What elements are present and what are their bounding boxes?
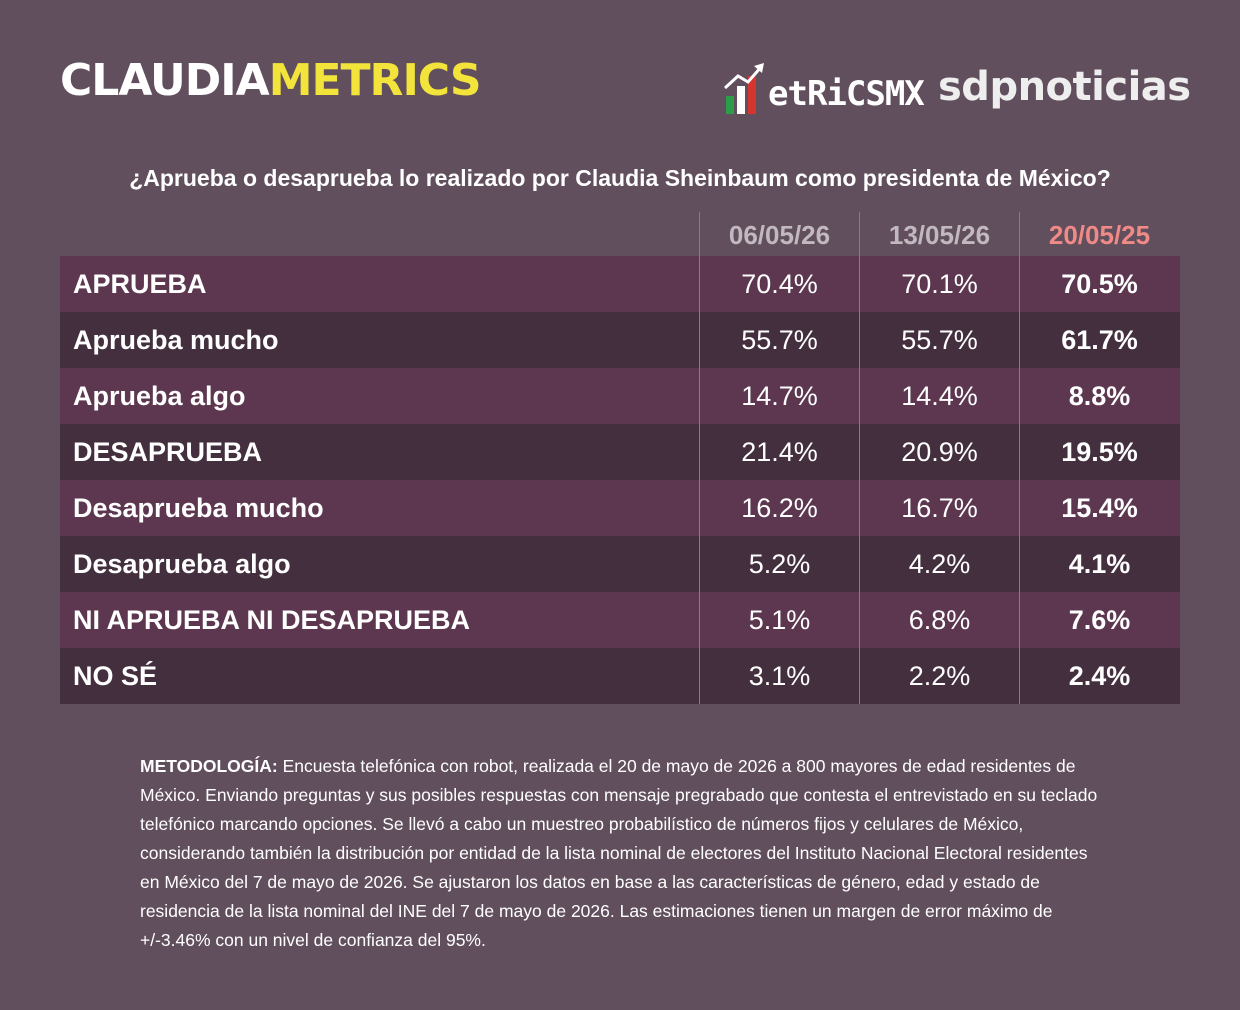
value-cell: 16.2%	[699, 480, 859, 536]
row-label: Aprueba algo	[73, 381, 246, 411]
results-table: 06/05/26 13/05/26 20/05/25 APRUEBA 70.4%…	[60, 212, 1180, 704]
value-cell: 2.4%	[1019, 648, 1179, 704]
value-cell: 14.4%	[859, 368, 1019, 424]
row-label: Aprueba mucho	[73, 325, 279, 355]
value-cell: 4.1%	[1019, 536, 1179, 592]
value-cell: 70.4%	[699, 256, 859, 312]
value-cell: 15.4%	[1019, 480, 1179, 536]
value-cell: 2.2%	[859, 648, 1019, 704]
value-cell: 5.2%	[699, 536, 859, 592]
table-row: NI APRUEBA NI DESAPRUEBA 5.1% 6.8% 7.6%	[60, 592, 1180, 648]
bar-chart-arrow-icon	[724, 63, 764, 114]
value-cell: 4.2%	[859, 536, 1019, 592]
row-label: APRUEBA	[73, 269, 207, 299]
table-header: 06/05/26 13/05/26 20/05/25	[60, 212, 1180, 256]
value-cell: 70.1%	[859, 256, 1019, 312]
column-header-date-2: 13/05/26	[859, 212, 1019, 256]
value-cell: 61.7%	[1019, 312, 1179, 368]
sdpnoticias-logo: sdpnoticias	[938, 64, 1191, 110]
value-cell: 16.7%	[859, 480, 1019, 536]
value-cell: 5.1%	[699, 592, 859, 648]
value-cell: 8.8%	[1019, 368, 1179, 424]
value-cell: 3.1%	[699, 648, 859, 704]
header: CLAUDIAMETRICS etRiCSMX sdpnoticias	[0, 0, 1240, 130]
value-cell: 55.7%	[699, 312, 859, 368]
row-label: Desaprueba algo	[73, 549, 291, 579]
table-row: Desaprueba mucho 16.2% 16.7% 15.4%	[60, 480, 1180, 536]
value-cell: 70.5%	[1019, 256, 1179, 312]
metricsmx-logo: etRiCSMX	[724, 58, 925, 114]
value-cell: 7.6%	[1019, 592, 1179, 648]
column-header-date-1: 06/05/26	[699, 212, 859, 256]
column-header-date-3: 20/05/25	[1019, 212, 1179, 256]
row-label: Desaprueba mucho	[73, 493, 324, 523]
brand-part2: METRICS	[268, 55, 482, 106]
chart-title: ¿Aprueba o desaprueba lo realizado por C…	[129, 165, 1111, 191]
table-row: Aprueba mucho 55.7% 55.7% 61.7%	[60, 312, 1180, 368]
partner1-name: etRiCSMX	[768, 74, 925, 114]
value-cell: 20.9%	[859, 424, 1019, 480]
claudiametrics-logo: CLAUDIAMETRICS	[60, 55, 482, 106]
value-cell: 14.7%	[699, 368, 859, 424]
row-label: NO SÉ	[73, 661, 158, 691]
table-row: Desaprueba algo 5.2% 4.2% 4.1%	[60, 536, 1180, 592]
row-label: NI APRUEBA NI DESAPRUEBA	[73, 605, 471, 635]
brand-part1: CLAUDIA	[60, 55, 270, 106]
table-row: Aprueba algo 14.7% 14.4% 8.8%	[60, 368, 1180, 424]
value-cell: 55.7%	[859, 312, 1019, 368]
methodology-label: METODOLOGÍA:	[140, 756, 278, 776]
row-label: DESAPRUEBA	[73, 437, 263, 467]
table-row: DESAPRUEBA 21.4% 20.9% 19.5%	[60, 424, 1180, 480]
table-row: NO SÉ 3.1% 2.2% 2.4%	[60, 648, 1180, 704]
value-cell: 6.8%	[859, 592, 1019, 648]
table-row: APRUEBA 70.4% 70.1% 70.5%	[60, 256, 1180, 312]
methodology-text: Encuesta telefónica con robot, realizada…	[140, 756, 1098, 950]
value-cell: 21.4%	[699, 424, 859, 480]
label-column-header	[60, 212, 699, 256]
value-cell: 19.5%	[1019, 424, 1179, 480]
methodology-note: METODOLOGÍA: Encuesta telefónica con rob…	[140, 752, 1110, 955]
